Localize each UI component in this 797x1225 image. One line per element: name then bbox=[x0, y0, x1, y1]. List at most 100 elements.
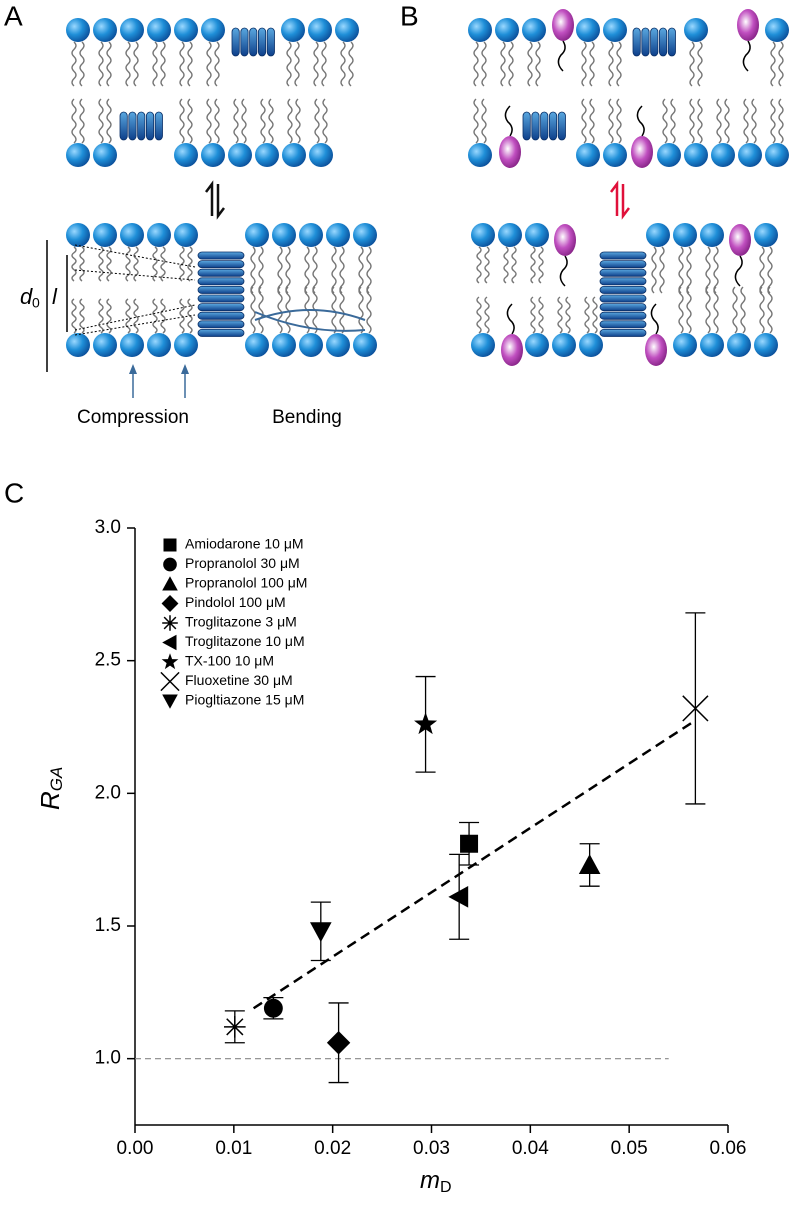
lipid-head bbox=[326, 223, 350, 247]
lipid-tail bbox=[678, 286, 684, 334]
y-axis-label-sub: GA bbox=[47, 767, 66, 792]
lipid-tail bbox=[751, 98, 757, 144]
y-axis-label-main: R bbox=[35, 791, 65, 810]
lipid-tail bbox=[277, 246, 283, 294]
lipid-head bbox=[66, 18, 90, 42]
lipid-tail bbox=[304, 246, 310, 294]
helix bbox=[197, 251, 245, 337]
lipid-head bbox=[754, 333, 778, 357]
lipid-head bbox=[201, 18, 225, 42]
lipid-tail bbox=[71, 41, 77, 87]
helix-turn bbox=[145, 111, 155, 141]
lipid-tail bbox=[506, 303, 515, 335]
lipid-head bbox=[657, 143, 681, 167]
marker bbox=[326, 1031, 351, 1055]
lipid-tail bbox=[322, 98, 328, 144]
helix-turn bbox=[641, 27, 650, 57]
lipid-head bbox=[147, 18, 171, 42]
legend-label: Amiodarone 10 μM bbox=[185, 536, 304, 552]
lipid-head bbox=[468, 18, 492, 42]
lipid-tail bbox=[133, 41, 139, 87]
lipid-tail bbox=[651, 246, 657, 294]
lipid-tail bbox=[770, 41, 776, 87]
data-point bbox=[682, 612, 709, 805]
lipid-tail bbox=[312, 246, 318, 294]
lipid-tail bbox=[160, 246, 166, 282]
lipid-head bbox=[174, 18, 198, 42]
lipid-head bbox=[552, 333, 576, 357]
lipid-tail bbox=[697, 41, 703, 87]
helix-turn bbox=[197, 268, 245, 277]
legend-label: Troglitazone 3 μM bbox=[185, 614, 297, 630]
y-tick-label: 1.0 bbox=[95, 1048, 121, 1069]
legend-label: Troglitazone 10 μM bbox=[185, 633, 305, 649]
purple-head bbox=[729, 224, 751, 256]
lipid-tail bbox=[340, 41, 346, 87]
lipid-head bbox=[120, 333, 144, 357]
lipid-tail bbox=[214, 41, 220, 87]
marker bbox=[448, 886, 469, 908]
lipid-tail bbox=[476, 246, 482, 284]
lipid-tail bbox=[366, 286, 372, 334]
lipid-tail bbox=[759, 246, 765, 294]
legend-label: Fluoxetine 30 μM bbox=[185, 672, 293, 688]
lipid-head bbox=[525, 333, 549, 357]
lipid-tail bbox=[476, 296, 482, 334]
helix-turn bbox=[197, 251, 245, 260]
lipid-tail bbox=[71, 98, 77, 144]
lipid-head bbox=[326, 333, 350, 357]
x-axis-label: mD bbox=[420, 1167, 452, 1196]
legend-marker bbox=[160, 671, 180, 692]
lipid-head bbox=[576, 18, 600, 42]
compress-arrowhead bbox=[129, 364, 137, 374]
lipid-tail bbox=[527, 41, 533, 87]
lipid-tail bbox=[79, 98, 85, 144]
y-tick-label: 1.5 bbox=[95, 915, 121, 936]
lipid-head bbox=[272, 333, 296, 357]
y-axis-label: RGA bbox=[35, 767, 67, 810]
x-tick-label: 0.06 bbox=[710, 1138, 747, 1159]
bend-arrow bbox=[254, 309, 366, 321]
lipid-head bbox=[684, 18, 708, 42]
helix-turn bbox=[197, 277, 245, 286]
lipid-tail bbox=[250, 246, 256, 294]
lipid-head bbox=[603, 143, 627, 167]
y-tick-label: 2.5 bbox=[95, 650, 121, 671]
x-axis-label-main: m bbox=[420, 1167, 440, 1194]
x-axis-label-sub: D bbox=[440, 1179, 452, 1196]
helix bbox=[632, 27, 676, 57]
lipid-head bbox=[255, 143, 279, 167]
helix-turn bbox=[599, 320, 647, 329]
lipid-tail bbox=[241, 98, 247, 144]
lipid-tail bbox=[285, 246, 291, 294]
helix-turn bbox=[599, 328, 647, 337]
lipid-head bbox=[700, 333, 724, 357]
lipid-head bbox=[353, 223, 377, 247]
equilibrium-arrow bbox=[621, 184, 630, 220]
helix bbox=[599, 251, 647, 337]
lipid-tail bbox=[650, 303, 659, 335]
lipid-head bbox=[282, 143, 306, 167]
legend-label: Piogltiazone 15 μM bbox=[185, 692, 304, 708]
helix-turn bbox=[197, 328, 245, 337]
lipid-head bbox=[174, 333, 198, 357]
lipid-tail bbox=[258, 246, 264, 294]
lipid-tail bbox=[778, 41, 784, 87]
lipid-tail bbox=[79, 41, 85, 87]
purple-head bbox=[631, 136, 653, 168]
x-tick-label: 0.03 bbox=[413, 1138, 450, 1159]
lipid-tail bbox=[608, 98, 614, 144]
x-tick-label: 0.02 bbox=[314, 1138, 351, 1159]
lipid-tail bbox=[508, 41, 514, 87]
lipid-tail bbox=[160, 298, 166, 334]
lipid-tail bbox=[734, 255, 743, 287]
lipid-head bbox=[765, 18, 789, 42]
lipid-tail bbox=[608, 41, 614, 87]
lipid-tail bbox=[732, 286, 738, 334]
purple-head bbox=[645, 334, 667, 366]
lipid-tail bbox=[484, 246, 490, 284]
x-tick-label: 0.00 bbox=[117, 1138, 154, 1159]
helix bbox=[522, 111, 566, 141]
helix-turn bbox=[119, 111, 128, 141]
